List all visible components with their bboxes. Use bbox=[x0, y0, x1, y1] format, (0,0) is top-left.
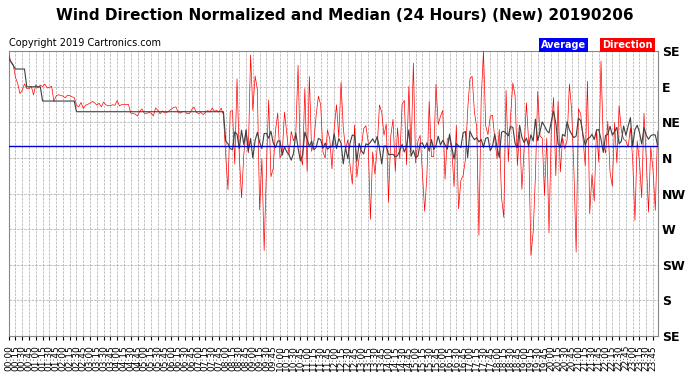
Text: Direction: Direction bbox=[602, 40, 653, 50]
Text: Copyright 2019 Cartronics.com: Copyright 2019 Cartronics.com bbox=[9, 38, 161, 48]
Text: Wind Direction Normalized and Median (24 Hours) (New) 20190206: Wind Direction Normalized and Median (24… bbox=[56, 8, 634, 22]
Text: Average: Average bbox=[541, 40, 586, 50]
